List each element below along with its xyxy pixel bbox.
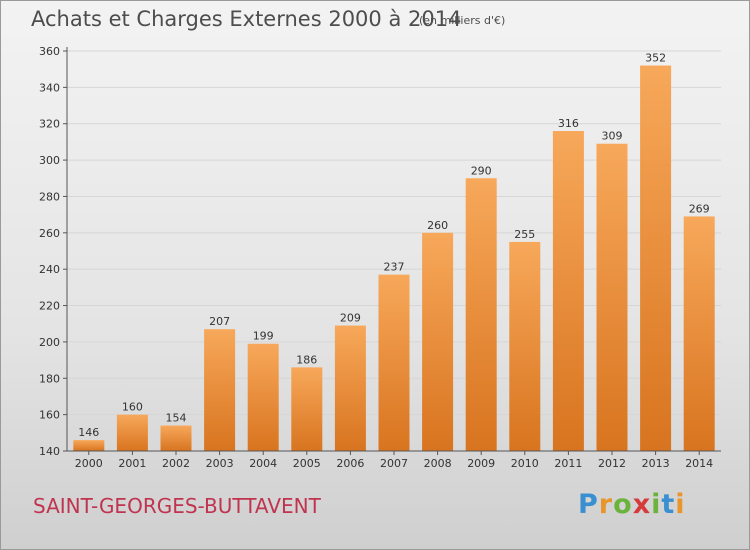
bar-2008 (422, 232, 454, 451)
chart-title: Achats et Charges Externes 2000 à 2014 (31, 7, 462, 31)
x-tick-label: 2004 (249, 457, 277, 470)
data-label: 146 (78, 426, 99, 439)
y-tick-label: 140 (39, 445, 60, 458)
data-label: 255 (514, 228, 535, 241)
proxiti-logo[interactable]: Proxiti (578, 489, 686, 520)
bar-2003 (204, 329, 236, 451)
logo-letter: i (675, 489, 686, 520)
bar-2001 (116, 414, 148, 451)
y-tick-label: 200 (39, 336, 60, 349)
axes: 140 160 180 200 220 240 260 280 300 320 340 360 2000… (39, 45, 721, 470)
logo-letter: t (661, 489, 676, 520)
y-tick-label: 280 (39, 190, 60, 203)
data-label: 352 (645, 52, 666, 65)
data-label: 199 (253, 330, 274, 343)
bar-2014 (683, 216, 715, 451)
x-tick-label: 2001 (118, 457, 146, 470)
y-tick-label: 260 (39, 227, 60, 240)
y-tick-label: 180 (39, 372, 60, 385)
y-tick-label: 320 (39, 118, 60, 131)
bar-2012 (596, 143, 628, 451)
x-tick-label: 2014 (685, 457, 713, 470)
y-tick-label: 220 (39, 300, 60, 313)
y-tick-label: 300 (39, 154, 60, 167)
x-tick-label: 2005 (293, 457, 321, 470)
x-tick-label: 2002 (162, 457, 190, 470)
bar-2005 (291, 367, 323, 451)
bar-2011 (552, 131, 584, 451)
logo-letter: x (632, 489, 652, 520)
logo-letter: o (613, 489, 633, 520)
data-label: 186 (296, 353, 317, 366)
x-tick-label: 2003 (206, 457, 234, 470)
bar-2006 (334, 325, 366, 451)
x-tick-label: 2007 (380, 457, 408, 470)
location-name: SAINT-GEORGES-BUTTAVENT (33, 494, 321, 518)
x-tick-label: 2011 (554, 457, 582, 470)
bar-2013 (640, 65, 672, 451)
data-label: 260 (427, 219, 448, 232)
bar-2000 (73, 440, 105, 451)
x-tick-label: 2006 (336, 457, 364, 470)
chart-subtitle: (en milliers d'€) (419, 14, 506, 27)
x-tick-label: 2010 (511, 457, 539, 470)
data-label: 309 (602, 130, 623, 143)
bar-2010 (509, 241, 541, 451)
logo-letter: r (598, 489, 614, 520)
y-tick-label: 340 (39, 81, 60, 94)
x-tick-label: 2000 (75, 457, 103, 470)
data-label: 316 (558, 117, 579, 130)
data-label: 207 (209, 315, 230, 328)
data-label: 237 (384, 261, 405, 274)
data-label: 269 (689, 202, 710, 215)
logo-letter: i (651, 489, 662, 520)
x-tick-label: 2012 (598, 457, 626, 470)
x-tick-label: 2009 (467, 457, 495, 470)
bars: 146 160 154 207 199 186 209 237 260 290 255 316 309 3… (73, 52, 715, 452)
y-tick-label: 160 (39, 409, 60, 422)
y-tick-label: 240 (39, 263, 60, 276)
logo-letter: P (578, 489, 599, 520)
data-label: 290 (471, 164, 492, 177)
data-label: 154 (166, 412, 187, 425)
bar-2004 (247, 343, 279, 451)
x-tick-label: 2013 (642, 457, 670, 470)
data-label: 160 (122, 401, 143, 414)
y-tick-label: 360 (39, 45, 60, 58)
x-tick-label: 2008 (424, 457, 452, 470)
bar-2002 (160, 425, 192, 451)
data-label: 209 (340, 312, 361, 325)
bar-2007 (378, 274, 410, 451)
bar-2009 (465, 178, 497, 452)
